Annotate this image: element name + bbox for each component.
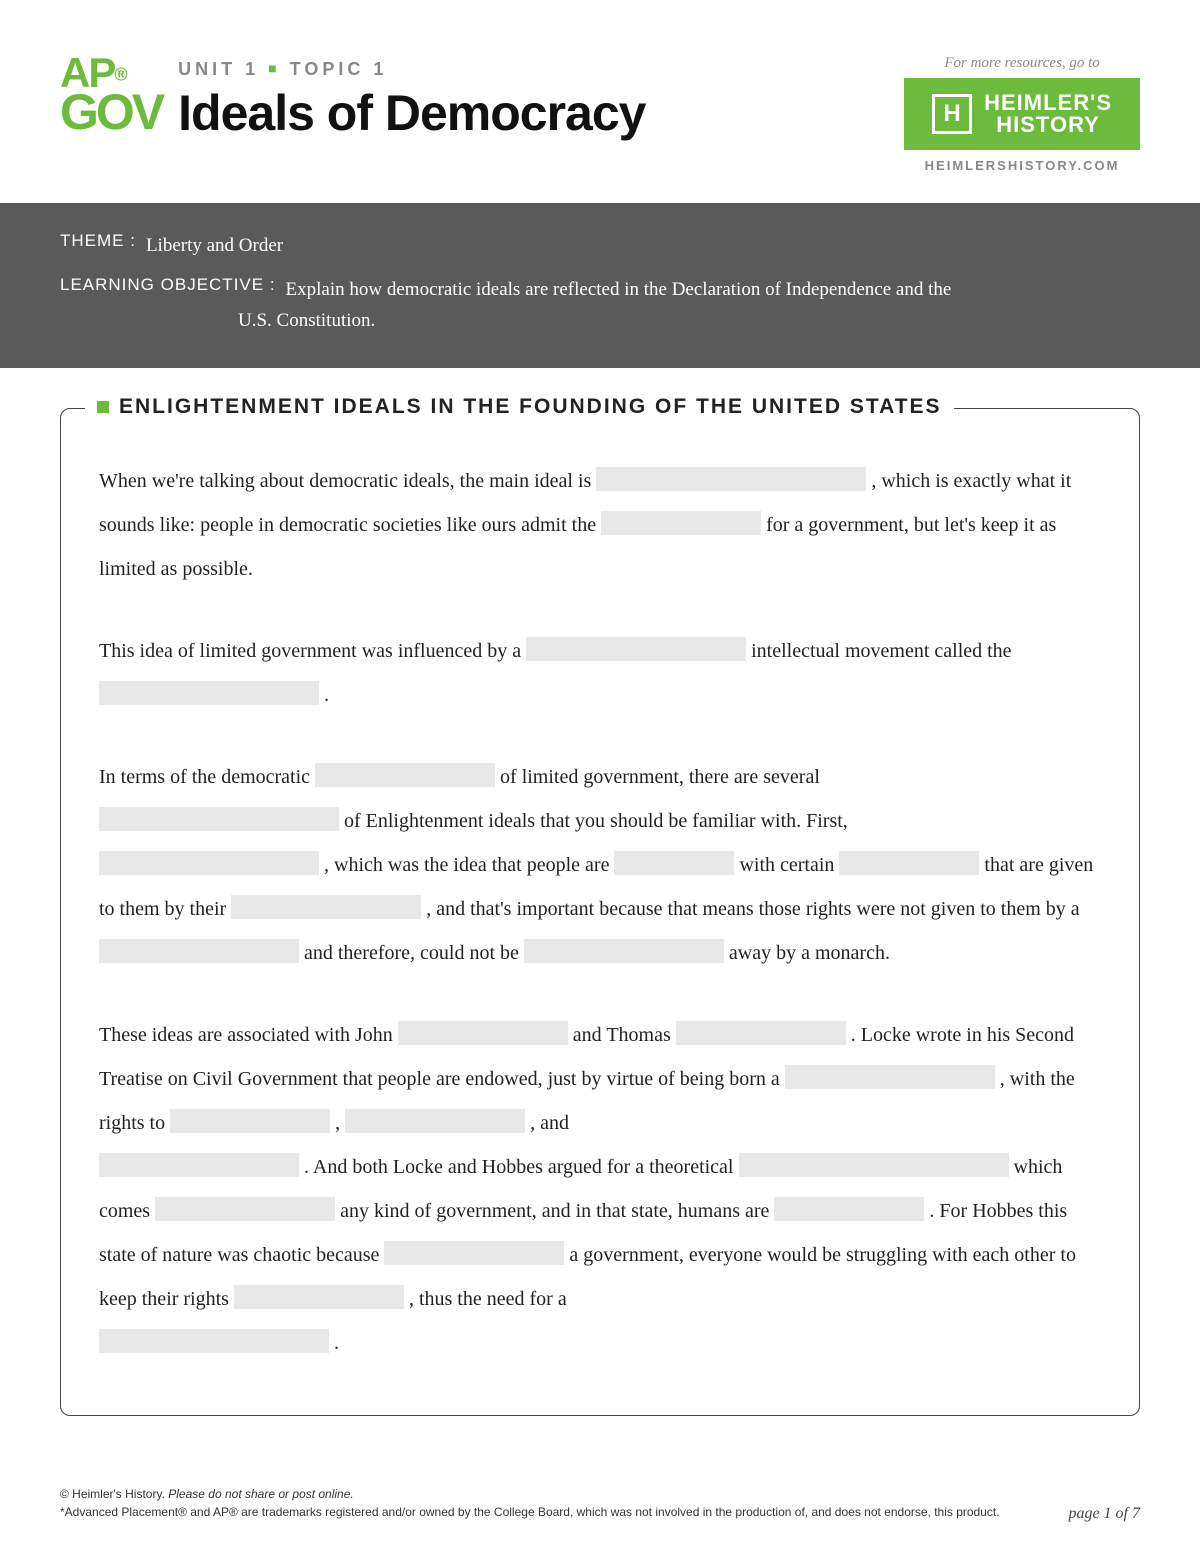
section-legend: ENLIGHTENMENT IDEALS IN THE FOUNDING OF … <box>85 395 954 419</box>
fill-blank[interactable] <box>99 1329 329 1353</box>
fill-blank[interactable] <box>785 1065 995 1089</box>
ap-gov-logo: AP® GOV <box>60 55 162 133</box>
brand-text: HEIMLER'S HISTORY <box>984 92 1112 136</box>
text: away by a monarch. <box>724 942 890 964</box>
copyright-text: © Heimler's History. <box>60 1487 168 1501</box>
text: . <box>319 684 329 706</box>
header-left: AP® GOV UNIT 1 ■ TOPIC 1 Ideals of Democ… <box>60 55 645 142</box>
text: This idea of limited government was infl… <box>99 640 526 662</box>
section-title: ENLIGHTENMENT IDEALS IN THE FOUNDING OF … <box>119 395 942 419</box>
brand-h-icon: H <box>932 94 972 134</box>
fill-blank[interactable] <box>739 1153 1009 1177</box>
paragraph-3: In terms of the democratic of limited go… <box>99 755 1101 975</box>
header-right: For more resources, go to H HEIMLER'S HI… <box>904 55 1140 173</box>
theme-label: THEME : <box>60 231 136 261</box>
logo-gov: GOV <box>60 91 162 134</box>
fill-blank[interactable] <box>601 511 761 535</box>
fill-blank[interactable] <box>315 763 495 787</box>
fill-blank[interactable] <box>99 807 339 831</box>
page-footer: © Heimler's History. Please do not share… <box>60 1487 1140 1523</box>
text: , which was the idea that people are <box>319 854 614 876</box>
paragraph-1: When we're talking about democratic idea… <box>99 459 1101 591</box>
title-block: UNIT 1 ■ TOPIC 1 Ideals of Democracy <box>178 55 645 142</box>
objective-value-l1: Explain how democratic ideals are reflec… <box>286 275 952 305</box>
fill-blank[interactable] <box>526 637 746 661</box>
page-header: AP® GOV UNIT 1 ■ TOPIC 1 Ideals of Democ… <box>0 0 1200 203</box>
fill-blank[interactable] <box>155 1197 335 1221</box>
fill-blank[interactable] <box>99 939 299 963</box>
fill-blank[interactable] <box>231 895 421 919</box>
text: , <box>330 1112 345 1134</box>
copyright-italic: Please do not share or post online. <box>168 1487 353 1501</box>
text: intellectual movement called the <box>746 640 1011 662</box>
theme-objective-bar: THEME : Liberty and Order LEARNING OBJEC… <box>0 203 1200 368</box>
brand-box: H HEIMLER'S HISTORY <box>904 78 1140 150</box>
objective-row: LEARNING OBJECTIVE : Explain how democra… <box>60 275 1140 305</box>
text: , thus the need for a <box>404 1288 567 1310</box>
paragraph-2: This idea of limited government was infl… <box>99 629 1101 717</box>
text: of Enlightenment ideals that you should … <box>339 810 848 832</box>
topic-label: TOPIC 1 <box>290 59 388 79</box>
brand-url: HEIMLERSHISTORY.COM <box>904 158 1140 173</box>
text: . And both Locke and Hobbes argued for a… <box>299 1156 739 1178</box>
fill-blank[interactable] <box>676 1021 846 1045</box>
fill-blank[interactable] <box>839 851 979 875</box>
text: . <box>329 1332 339 1354</box>
fill-blank[interactable] <box>99 681 319 705</box>
footer-disclaimer: *Advanced Placement® and AP® are tradema… <box>60 1505 1140 1519</box>
fill-blank[interactable] <box>774 1197 924 1221</box>
fill-blank[interactable] <box>345 1109 525 1133</box>
paragraph-4: These ideas are associated with John and… <box>99 1013 1101 1365</box>
fill-blank[interactable] <box>614 851 734 875</box>
unit-label: UNIT 1 <box>178 59 259 79</box>
more-resources-text: For more resources, go to <box>904 55 1140 72</box>
fill-blank[interactable] <box>398 1021 568 1045</box>
brand-line1: HEIMLER'S <box>984 92 1112 114</box>
content-area: ENLIGHTENMENT IDEALS IN THE FOUNDING OF … <box>0 368 1200 1416</box>
fill-blank[interactable] <box>170 1109 330 1133</box>
text: and therefore, could not be <box>299 942 524 964</box>
fill-blank[interactable] <box>99 1153 299 1177</box>
text: In terms of the democratic <box>99 766 315 788</box>
fill-blank[interactable] <box>596 467 866 491</box>
body-text: When we're talking about democratic idea… <box>99 459 1101 1365</box>
logo-reg: ® <box>114 65 127 85</box>
theme-row: THEME : Liberty and Order <box>60 231 1140 261</box>
fill-blank[interactable] <box>384 1241 564 1265</box>
brand-line2: HISTORY <box>984 114 1112 136</box>
text: with certain <box>734 854 839 876</box>
text: , and <box>525 1112 569 1134</box>
square-separator-icon: ■ <box>268 60 280 76</box>
text: When we're talking about democratic idea… <box>99 470 596 492</box>
text: , and that's important because that mean… <box>421 898 1079 920</box>
square-bullet-icon <box>97 401 109 413</box>
text: any kind of government, and in that stat… <box>335 1200 774 1222</box>
fill-blank[interactable] <box>234 1285 404 1309</box>
page-title: Ideals of Democracy <box>178 84 645 142</box>
theme-value: Liberty and Order <box>146 231 283 261</box>
text: These ideas are associated with John <box>99 1024 398 1046</box>
objective-value-l2: U.S. Constitution. <box>238 306 1140 336</box>
text: of limited government, there are several <box>495 766 820 788</box>
objective-label: LEARNING OBJECTIVE : <box>60 275 276 305</box>
section-box: ENLIGHTENMENT IDEALS IN THE FOUNDING OF … <box>60 408 1140 1416</box>
footer-copyright: © Heimler's History. Please do not share… <box>60 1487 1140 1501</box>
fill-blank[interactable] <box>99 851 319 875</box>
page-number: page 1 of 7 <box>1068 1505 1140 1523</box>
unit-topic-line: UNIT 1 ■ TOPIC 1 <box>178 59 645 80</box>
text: and Thomas <box>568 1024 676 1046</box>
fill-blank[interactable] <box>524 939 724 963</box>
